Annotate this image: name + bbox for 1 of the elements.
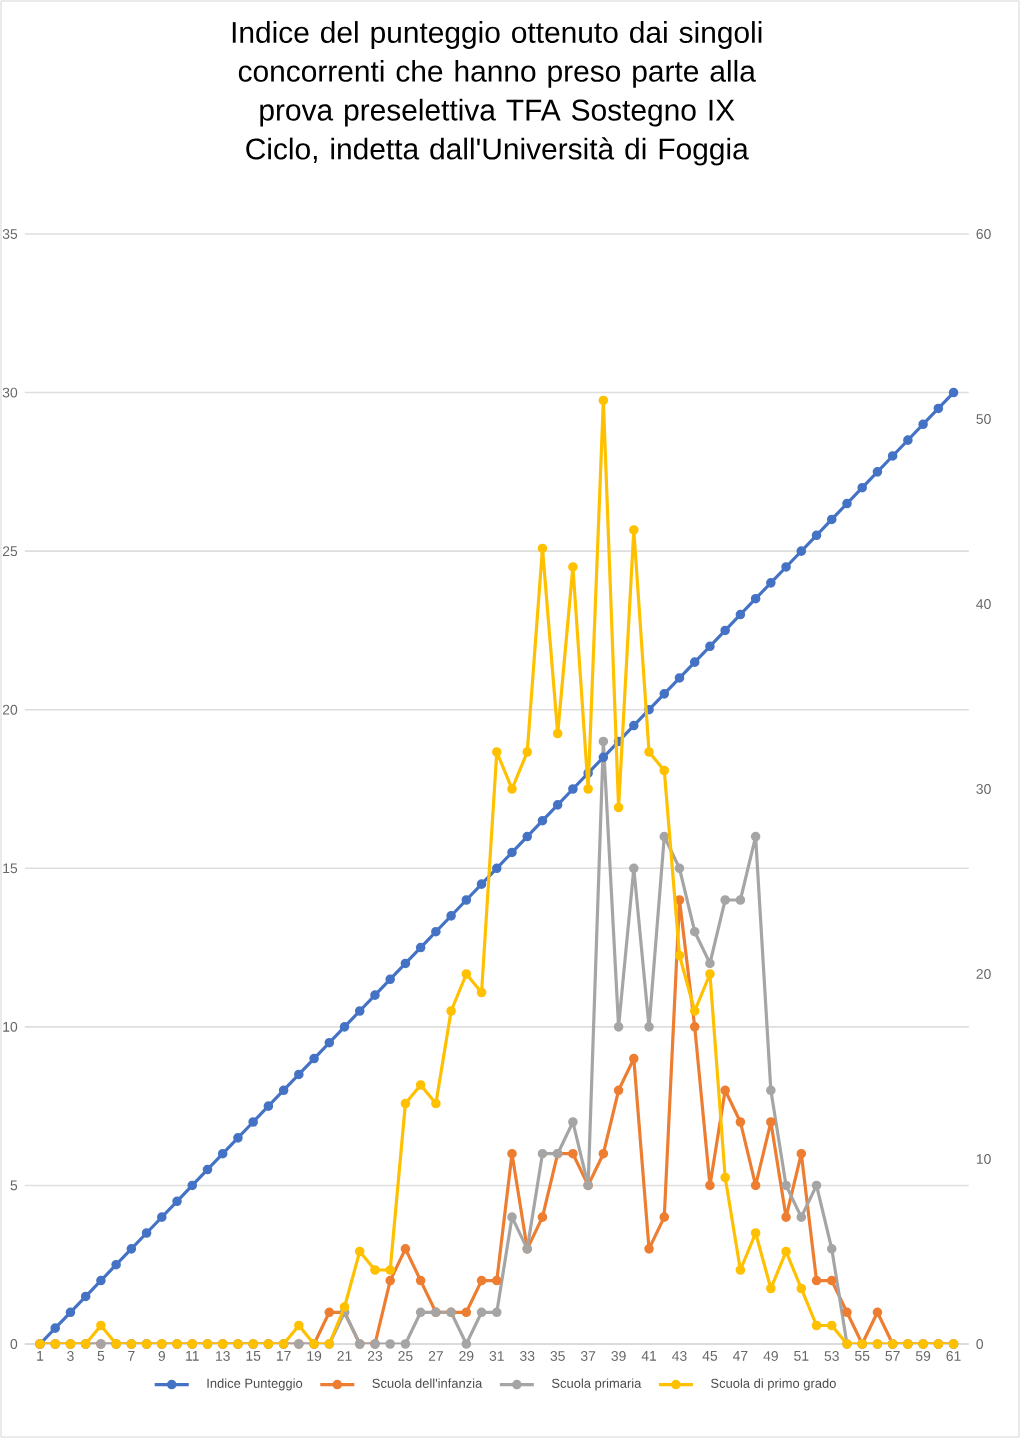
chart-title: Indice del punteggio ottenuto dai singoli concorrenti che hanno preso parte alla prova preselettiva TFA Sostegno IX Ciclo, indetta dall'Università di Foggia [232,21,762,166]
